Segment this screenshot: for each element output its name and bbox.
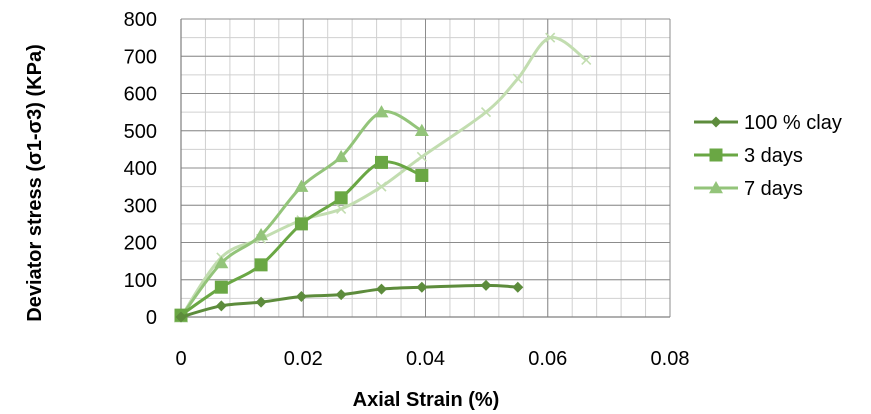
x-tick-label: 0.08: [651, 348, 690, 370]
x-tick-label: 0: [175, 348, 186, 370]
data-point-7-days: [414, 123, 429, 136]
y-tick-label: 100: [124, 270, 157, 292]
data-point-3-days: [415, 168, 429, 182]
y-tick-label: 400: [124, 158, 157, 180]
legend-item-100-clay: 100 % clay: [694, 112, 842, 134]
data-point-100-clay: [295, 291, 307, 303]
legend-marker: [710, 116, 722, 128]
data-point-3-days: [254, 258, 268, 272]
data-point-100-clay: [335, 289, 347, 301]
x-marker-stroke: [416, 151, 427, 162]
major-gridlines: [180, 18, 671, 318]
y-tick-label: 0: [146, 307, 157, 329]
data-point-3-days: [214, 280, 228, 294]
y-axis-title: Deviator stress (σ1-σ3) (KPa): [24, 44, 46, 321]
series-line-100-clay: [180, 283, 518, 319]
tick-labels: 0 0.02 0.04 0.06 0.08 0 100 200 300 400 500 600 700 8…: [124, 9, 690, 370]
data-point-100-clay: [480, 279, 492, 291]
x-tick-label: 0.02: [284, 348, 323, 370]
legend-marker: [709, 181, 723, 194]
data-point-7-days: [334, 149, 349, 163]
data-point-7-days: [374, 105, 389, 118]
data-point-100-clay: [416, 281, 428, 293]
x-marker-stroke: [376, 181, 387, 192]
y-tick-label: 500: [124, 121, 157, 143]
legend-item-3-days: 3 days: [694, 145, 803, 167]
legend-label: 7 days: [744, 178, 803, 200]
data-point-7-days: [254, 228, 269, 241]
x-axis-title: Axial Strain (%): [353, 389, 500, 411]
data-point-100-clay: [512, 281, 524, 293]
data-point-3-days: [334, 191, 348, 205]
data-point-100-clay: [255, 296, 267, 308]
data-point-unlabeled: [545, 32, 556, 43]
series-100-clay: [175, 279, 524, 323]
axes: [180, 19, 670, 318]
data-point-7-days: [214, 255, 229, 269]
y-tick-label: 600: [124, 84, 157, 106]
data-point-unlabeled: [376, 181, 387, 192]
data-point-3-days: [294, 217, 308, 231]
series-unlabeled: [175, 32, 592, 323]
legend: 100 % clay 3 days 7 days: [694, 112, 842, 200]
y-tick-label: 300: [124, 195, 157, 217]
data-point-100-clay: [215, 300, 227, 312]
data-point-unlabeled: [512, 73, 523, 84]
data-point-100-clay: [175, 311, 187, 323]
series-layer: [174, 32, 592, 323]
y-tick-label: 200: [124, 233, 157, 255]
x-marker-stroke: [581, 54, 592, 66]
legend-label: 3 days: [744, 145, 803, 167]
x-marker-stroke: [512, 73, 523, 84]
data-point-3-days: [374, 155, 388, 169]
data-point-unlabeled: [581, 54, 592, 66]
x-marker-stroke: [545, 32, 556, 43]
x-tick-label: 0.04: [406, 348, 445, 370]
legend-marker: [709, 148, 723, 162]
y-tick-label: 800: [124, 9, 157, 31]
data-point-unlabeled: [480, 107, 492, 118]
legend-label: 100 % clay: [744, 112, 842, 134]
y-tick-label: 700: [124, 46, 157, 68]
x-tick-label: 0.06: [528, 348, 567, 370]
legend-item-7-days: 7 days: [694, 178, 803, 200]
data-point-unlabeled: [416, 151, 427, 162]
x-marker-stroke: [336, 203, 347, 215]
x-marker-stroke: [480, 107, 492, 118]
data-point-unlabeled: [336, 203, 347, 215]
data-point-100-clay: [375, 283, 387, 295]
data-point-7-days: [294, 179, 309, 192]
